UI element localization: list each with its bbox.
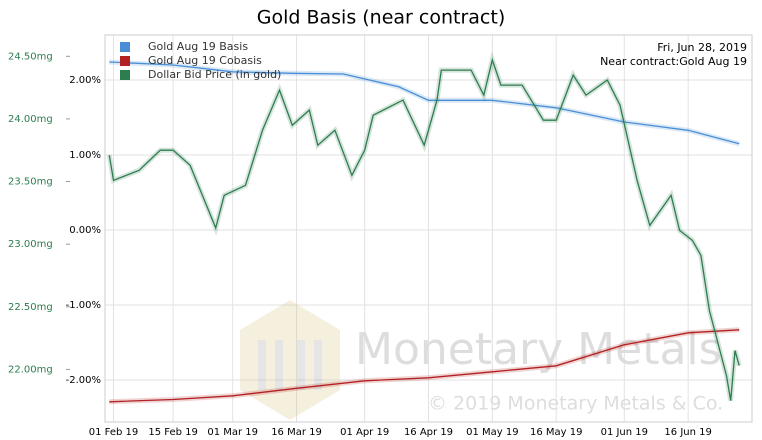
line (108, 57, 740, 401)
y2-tick-label: 23.00mg (8, 239, 53, 250)
plot-frame (104, 34, 753, 423)
legend-swatch (120, 70, 130, 80)
copyright: © 2019 Monetary Metals & Co. (428, 393, 723, 415)
y2-tick-label: 24.00mg (8, 114, 53, 125)
y-tick-label: 2.00% (69, 75, 101, 86)
chart-title: Gold Basis (near contract) (257, 7, 505, 29)
y-tick-label: -2.00% (66, 375, 101, 386)
legend-label: Dollar Bid Price (in gold) (148, 68, 281, 81)
date-label: Fri, Jun 28, 2019 (657, 41, 747, 54)
y-tick-label: -1.00% (66, 300, 101, 311)
x-tick-label: 16 Mar 19 (271, 427, 322, 438)
x-tick-label: 16 May 19 (530, 427, 582, 438)
y-tick-label: 1.00% (69, 150, 101, 161)
y-tick-label: 0.00% (69, 225, 101, 236)
legend-swatch (120, 56, 130, 66)
x-tick-label: 01 Feb 19 (89, 427, 139, 438)
x-tick-label: 01 Jun 19 (601, 427, 648, 438)
x-tick-label: 01 May 19 (466, 427, 518, 438)
x-tick-label: 16 Jun 19 (664, 427, 711, 438)
x-tick-label: 01 Apr 19 (340, 427, 389, 438)
legend-label: Gold Aug 19 Basis (148, 40, 248, 53)
x-tick-label: 16 Apr 19 (404, 427, 453, 438)
watermark: Monetary Metals (355, 324, 722, 375)
contract-label: Near contract:Gold Aug 19 (600, 55, 747, 68)
y2-tick-label: 24.50mg (8, 51, 53, 62)
x-tick-label: 15 Feb 19 (148, 427, 198, 438)
line (109, 61, 740, 145)
line (109, 329, 740, 403)
legend-label: Gold Aug 19 Cobasis (148, 54, 262, 67)
legend-swatch (120, 42, 130, 52)
watermark-logo (240, 300, 340, 420)
y2-tick-label: 23.50mg (8, 177, 53, 188)
x-tick-label: 01 Mar 19 (207, 427, 258, 438)
y2-tick-label: 22.00mg (8, 364, 53, 375)
y2-tick-label: 22.50mg (8, 302, 53, 313)
